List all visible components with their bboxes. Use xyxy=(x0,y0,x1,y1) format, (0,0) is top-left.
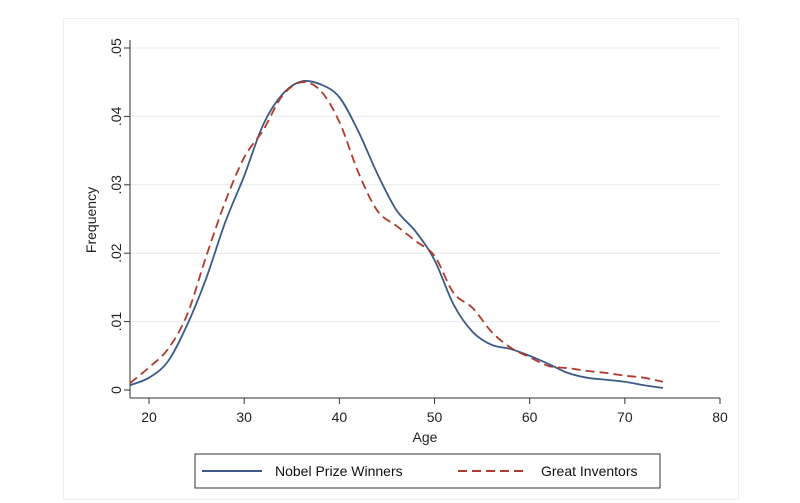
y-tick-label-5: .05 xyxy=(108,38,124,58)
y-axis-title: Frequency xyxy=(83,187,99,253)
series-line-nobel-prize-winners xyxy=(129,79,664,389)
x-tick-label-2: 40 xyxy=(332,409,348,425)
y-tick-label-1: .01 xyxy=(108,312,124,332)
grid-lines xyxy=(130,47,720,323)
chart-frame xyxy=(63,18,739,500)
x-tick-label-1: 30 xyxy=(236,409,252,425)
axes xyxy=(124,40,721,404)
legend-box xyxy=(194,453,661,489)
x-tick-label-6: 80 xyxy=(712,409,728,425)
series-line-great-inventors xyxy=(129,81,664,384)
legend-label-inventors: Great Inventors xyxy=(541,463,638,479)
y-tick-label-0: 0 xyxy=(108,386,124,394)
y-tick-label-3: .03 xyxy=(108,175,124,195)
tick-labels: 0 .01 .02 .03 .04 .05 20 30 40 50 60 70 80 xyxy=(108,38,728,425)
legend: Nobel Prize Winners Great Inventors xyxy=(194,453,661,489)
series-lines xyxy=(129,79,664,389)
y-tick-label-2: .02 xyxy=(108,243,124,263)
legend-label-nobel: Nobel Prize Winners xyxy=(275,463,403,479)
y-tick-label-4: .04 xyxy=(108,106,124,126)
x-tick-label-5: 70 xyxy=(617,409,633,425)
x-tick-label-4: 60 xyxy=(522,409,538,425)
x-tick-label-3: 50 xyxy=(427,409,443,425)
x-axis-title: Age xyxy=(413,429,438,445)
x-tick-label-0: 20 xyxy=(141,409,157,425)
